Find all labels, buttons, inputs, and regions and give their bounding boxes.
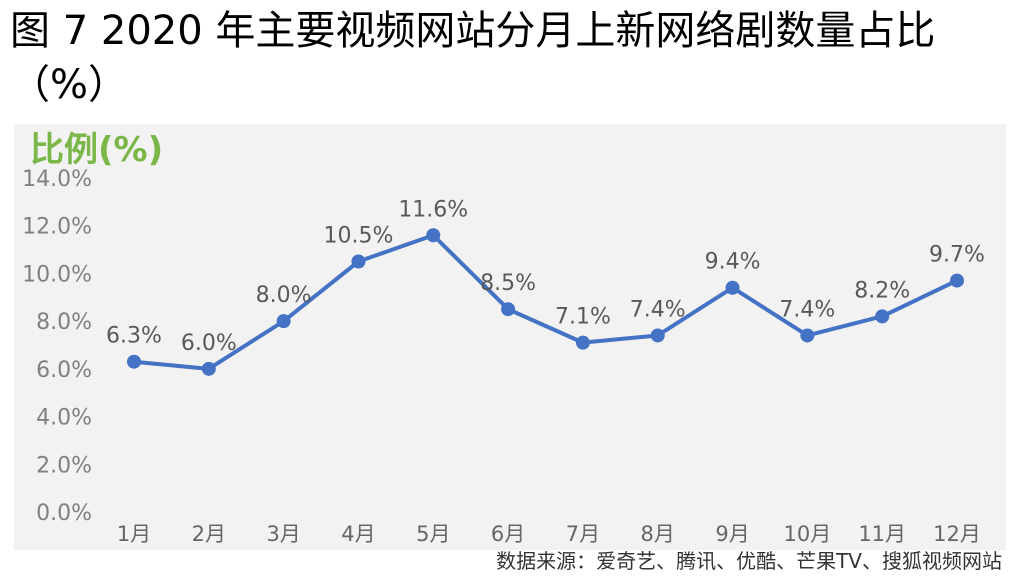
- data-label: 6.3%: [106, 324, 162, 349]
- y-tick-label: 10.0%: [22, 262, 92, 287]
- x-tick-label: 6月: [491, 522, 525, 546]
- data-point: [725, 280, 740, 295]
- chart-title-line1: 图 7 2020 年主要视频网站分月上新网络剧数量占比: [10, 8, 936, 54]
- y-tick-label: 2.0%: [36, 453, 92, 478]
- data-point: [127, 354, 141, 369]
- data-point: [875, 309, 890, 324]
- data-point: [426, 228, 441, 243]
- chart-title: 图 7 2020 年主要视频网站分月上新网络剧数量占比 （%）: [10, 4, 1010, 112]
- x-tick-label: 9月: [715, 522, 749, 546]
- y-axis-label: 比例(%): [30, 130, 164, 170]
- data-points: [127, 228, 964, 376]
- series-polyline: [133, 233, 958, 371]
- data-point: [800, 328, 815, 343]
- data-labels: 6.3% 6.0% 8.0% 10.5%11.6% 8.5% 7.1% 7.4% 9.4% 7.…: [106, 197, 985, 356]
- y-tick-label: 4.0%: [36, 406, 92, 431]
- x-tick-label: 2月: [192, 522, 226, 546]
- plot-panel: [14, 124, 1006, 550]
- x-tick-label: 3月: [266, 522, 300, 546]
- x-tick-label: 5月: [416, 522, 450, 546]
- data-label: 8.0%: [256, 283, 312, 308]
- series-line: [133, 233, 958, 371]
- data-label: 10.5%: [324, 224, 394, 249]
- y-tick-label: 6.0%: [36, 358, 92, 383]
- data-label: 9.4%: [705, 250, 761, 275]
- y-tick-label: 0.0%: [36, 501, 92, 526]
- data-label: 11.6%: [398, 197, 468, 222]
- data-label: 7.4%: [630, 297, 686, 322]
- data-label: 8.2%: [854, 278, 910, 303]
- data-point: [351, 254, 366, 269]
- x-tick-label: 4月: [341, 522, 375, 546]
- y-tick-label: 8.0%: [36, 310, 92, 335]
- data-label: 7.1%: [555, 305, 611, 330]
- chart-title-line2: （%）: [10, 62, 129, 108]
- y-tick-label: 12.0%: [22, 215, 92, 240]
- y-tick-label: 14.0%: [22, 167, 92, 192]
- x-tick-label: 10月: [783, 522, 831, 546]
- x-tick-label: 1月: [117, 522, 151, 546]
- x-tick-labels: 1月 2月 3月 4月 5月 6月 7月 8月 9月 10月 11月 12月: [117, 522, 981, 546]
- data-point: [501, 302, 516, 317]
- data-point: [650, 328, 665, 343]
- y-tick-labels: 0.0% 2.0% 4.0% 6.0% 8.0% 10.0% 12.0% 14.0%: [22, 167, 92, 526]
- x-tick-label: 11月: [858, 522, 906, 546]
- data-point: [575, 335, 590, 350]
- data-label: 7.4%: [779, 297, 835, 322]
- data-label: 6.0%: [181, 331, 237, 356]
- x-tick-label: 12月: [933, 522, 981, 546]
- x-tick-label: 8月: [641, 522, 675, 546]
- data-point: [950, 273, 964, 288]
- data-point: [201, 361, 216, 376]
- source-note: 数据来源：爱奇艺、腾讯、优酷、芒果TV、搜狐视频网站: [496, 549, 1002, 573]
- data-label: 8.5%: [480, 271, 536, 296]
- data-point: [276, 314, 291, 329]
- x-tick-label: 7月: [566, 522, 600, 546]
- data-label: 9.7%: [929, 243, 985, 268]
